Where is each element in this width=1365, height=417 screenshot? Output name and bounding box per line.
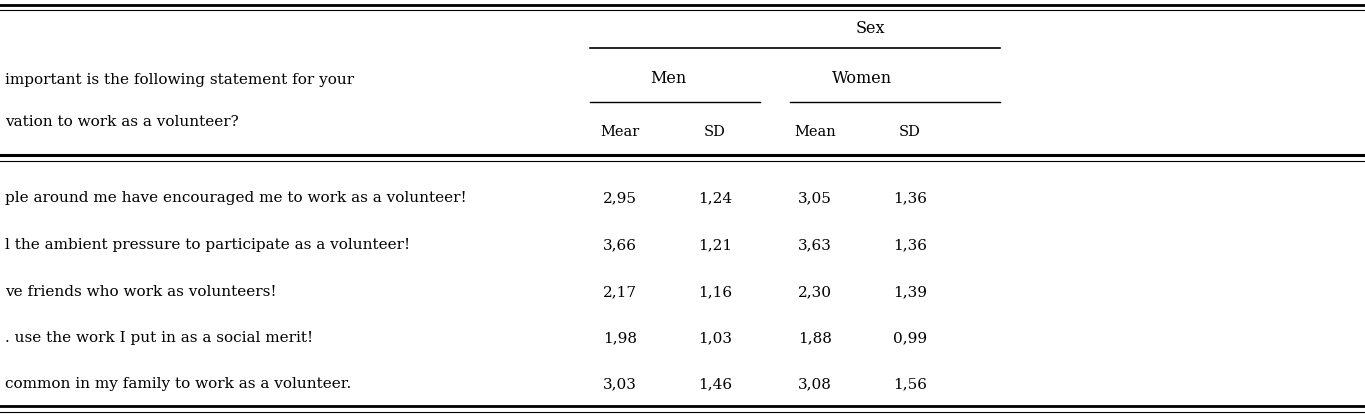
Text: SD: SD	[704, 125, 726, 139]
Text: 3,63: 3,63	[799, 238, 831, 252]
Text: . use the work I put in as a social merit!: . use the work I put in as a social meri…	[5, 331, 313, 345]
Text: 1,88: 1,88	[799, 331, 831, 345]
Text: 3,03: 3,03	[603, 377, 637, 391]
Text: 2,30: 2,30	[799, 285, 833, 299]
Text: 1,56: 1,56	[893, 377, 927, 391]
Text: 0,99: 0,99	[893, 331, 927, 345]
Text: 1,24: 1,24	[698, 191, 732, 205]
Text: ple around me have encouraged me to work as a volunteer!: ple around me have encouraged me to work…	[5, 191, 467, 205]
Text: 1,46: 1,46	[698, 377, 732, 391]
Text: 3,66: 3,66	[603, 238, 637, 252]
Text: 1,36: 1,36	[893, 191, 927, 205]
Text: 3,05: 3,05	[799, 191, 831, 205]
Text: 1,03: 1,03	[698, 331, 732, 345]
Text: 2,17: 2,17	[603, 285, 637, 299]
Text: Mean: Mean	[794, 125, 835, 139]
Text: 2,95: 2,95	[603, 191, 637, 205]
Text: Mear: Mear	[601, 125, 640, 139]
Text: l the ambient pressure to participate as a volunteer!: l the ambient pressure to participate as…	[5, 238, 411, 252]
Text: Men: Men	[650, 70, 687, 86]
Text: 3,08: 3,08	[799, 377, 831, 391]
Text: Sex: Sex	[856, 20, 885, 37]
Text: SD: SD	[900, 125, 921, 139]
Text: common in my family to work as a volunteer.: common in my family to work as a volunte…	[5, 377, 351, 391]
Text: 1,39: 1,39	[893, 285, 927, 299]
Text: 1,16: 1,16	[698, 285, 732, 299]
Text: 1,98: 1,98	[603, 331, 637, 345]
Text: 1,36: 1,36	[893, 238, 927, 252]
Text: ve friends who work as volunteers!: ve friends who work as volunteers!	[5, 285, 277, 299]
Text: vation to work as a volunteer?: vation to work as a volunteer?	[5, 115, 239, 129]
Text: Women: Women	[831, 70, 893, 86]
Text: important is the following statement for your: important is the following statement for…	[5, 73, 354, 87]
Text: 1,21: 1,21	[698, 238, 732, 252]
